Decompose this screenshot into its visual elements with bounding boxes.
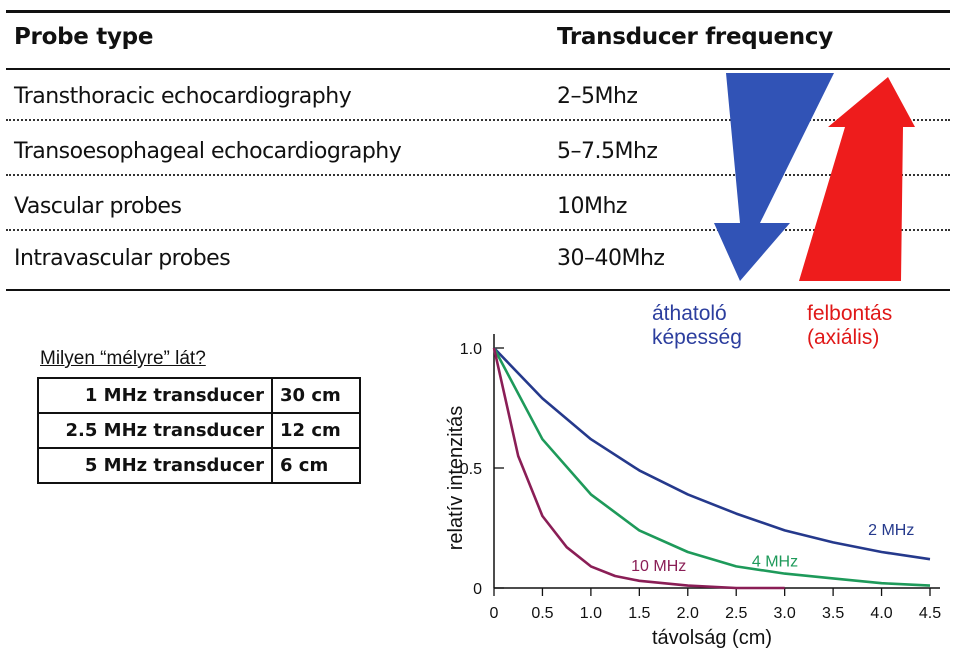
row-probe-3: Vascular probes	[14, 194, 182, 219]
depth-value: 6 cm	[271, 447, 361, 484]
x-tick-label: 0.5	[531, 605, 553, 622]
row-freq-2: 5–7.5Mhz	[557, 139, 658, 164]
depth-question: Milyen “mélyre” lát?	[40, 348, 206, 369]
down-arrow-icon	[714, 73, 834, 281]
table-row: 5 MHz transducer 6 cm	[37, 447, 361, 484]
x-tick-label: 1.0	[580, 605, 602, 622]
y-axis-label: relatív intenzitás	[445, 406, 467, 551]
row-probe-4: Intravascular probes	[14, 246, 231, 271]
row-divider	[6, 229, 950, 231]
x-tick-label: 2.0	[677, 605, 699, 622]
x-tick-label: 1.5	[628, 605, 650, 622]
x-tick-label: 3.0	[774, 605, 796, 622]
x-tick-label: 0	[490, 605, 499, 622]
attenuation-chart: 0 0.5 1.0 1.5 2.0 2.5 3.0 3.5 4.0 4.5 0 0.5 1.0 távol…	[445, 334, 941, 649]
table-row: 2.5 MHz transducer 12 cm	[37, 412, 361, 449]
penetration-label-line2: képesség	[652, 326, 742, 349]
row-freq-3: 10Mhz	[557, 194, 627, 219]
table-header-rule	[6, 68, 950, 70]
row-freq-4: 30–40Mhz	[557, 246, 665, 271]
penetration-label-line1: áthatoló	[652, 302, 727, 325]
resolution-label-line2: (axiális)	[807, 326, 880, 349]
depth-table: 1 MHz transducer 30 cm 2.5 MHz transduce…	[37, 377, 361, 484]
header-probe-type: Probe type	[14, 24, 154, 50]
series-label: 2 MHz	[868, 522, 914, 539]
y-tick-label: 1.0	[460, 341, 482, 358]
resolution-label-line1: felbontás	[807, 302, 893, 325]
y-tick-label: 0	[473, 581, 482, 598]
row-probe-2: Transoesophageal echocardiography	[14, 139, 402, 164]
y-tick-label: 0.5	[460, 461, 482, 478]
depth-value: 12 cm	[271, 412, 361, 449]
series-line	[493, 347, 931, 561]
series-line	[492, 347, 785, 590]
x-tick-label: 3.5	[822, 605, 844, 622]
table-row: 1 MHz transducer 30 cm	[37, 377, 361, 414]
x-tick-label: 4.5	[919, 605, 941, 622]
row-freq-1: 2–5Mhz	[557, 84, 638, 109]
table-top-rule	[6, 10, 950, 13]
series-label: 4 MHz	[752, 553, 798, 570]
depth-transducer: 5 MHz transducer	[37, 447, 273, 484]
x-axis-label: távolság (cm)	[652, 627, 772, 649]
depth-transducer: 2.5 MHz transducer	[37, 412, 273, 449]
row-probe-1: Transthoracic echocardiography	[14, 84, 352, 109]
penetration-label: áthatoló képesség	[652, 302, 742, 350]
table-bottom-rule	[6, 289, 950, 291]
x-tick-label: 4.0	[870, 605, 892, 622]
depth-transducer: 1 MHz transducer	[37, 377, 273, 414]
header-transducer-frequency: Transducer frequency	[557, 24, 833, 50]
resolution-label: felbontás (axiális)	[807, 302, 892, 350]
x-tick-label: 2.5	[725, 605, 747, 622]
row-divider	[6, 119, 950, 121]
series-line	[492, 347, 931, 587]
series-label: 10 MHz	[631, 558, 686, 575]
depth-value: 30 cm	[271, 377, 361, 414]
frequency-arrows	[714, 73, 915, 281]
row-divider	[6, 174, 950, 176]
up-arrow-icon	[799, 77, 915, 281]
